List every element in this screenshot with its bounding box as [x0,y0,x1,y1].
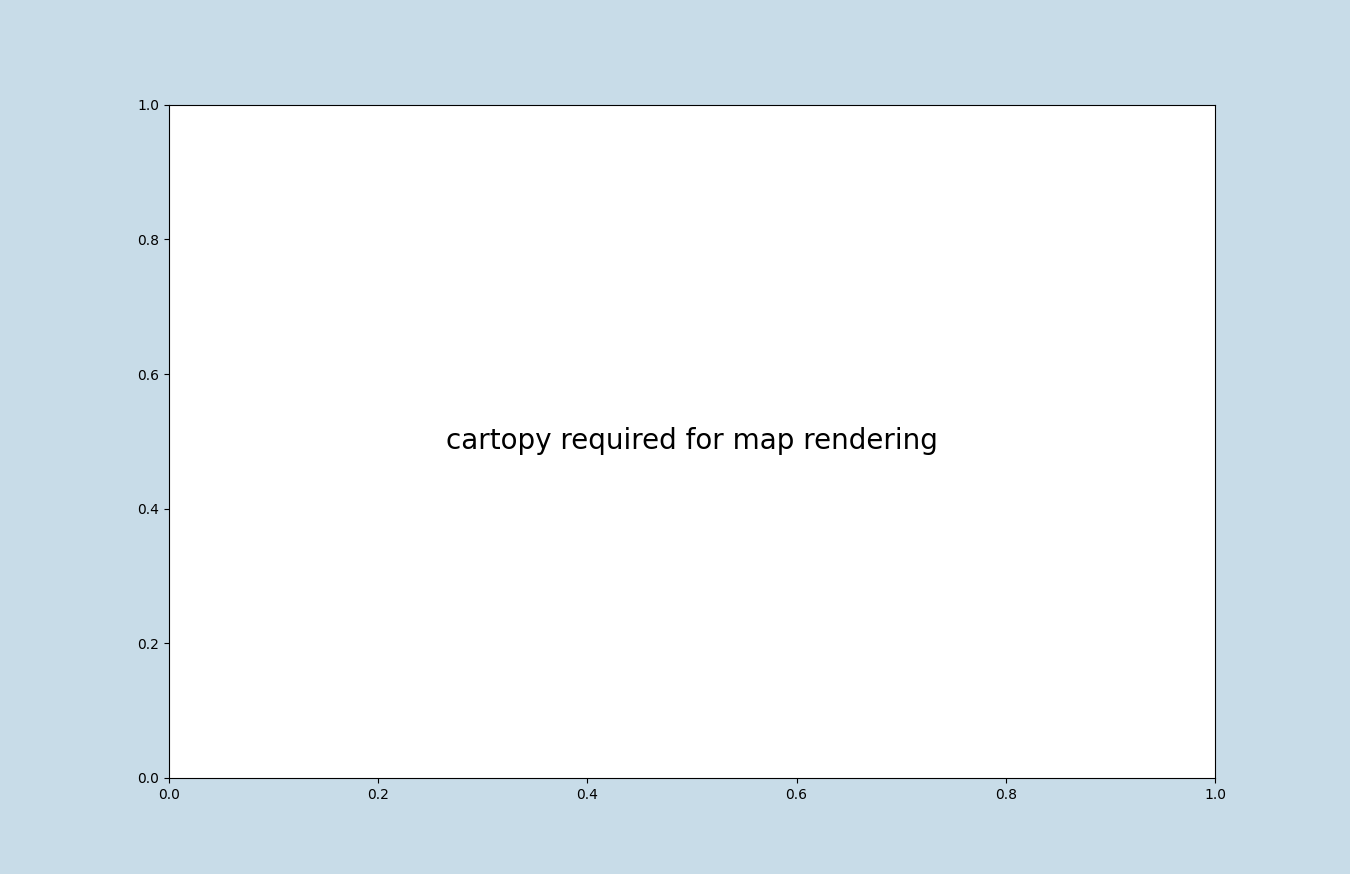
Text: cartopy required for map rendering: cartopy required for map rendering [446,427,938,455]
